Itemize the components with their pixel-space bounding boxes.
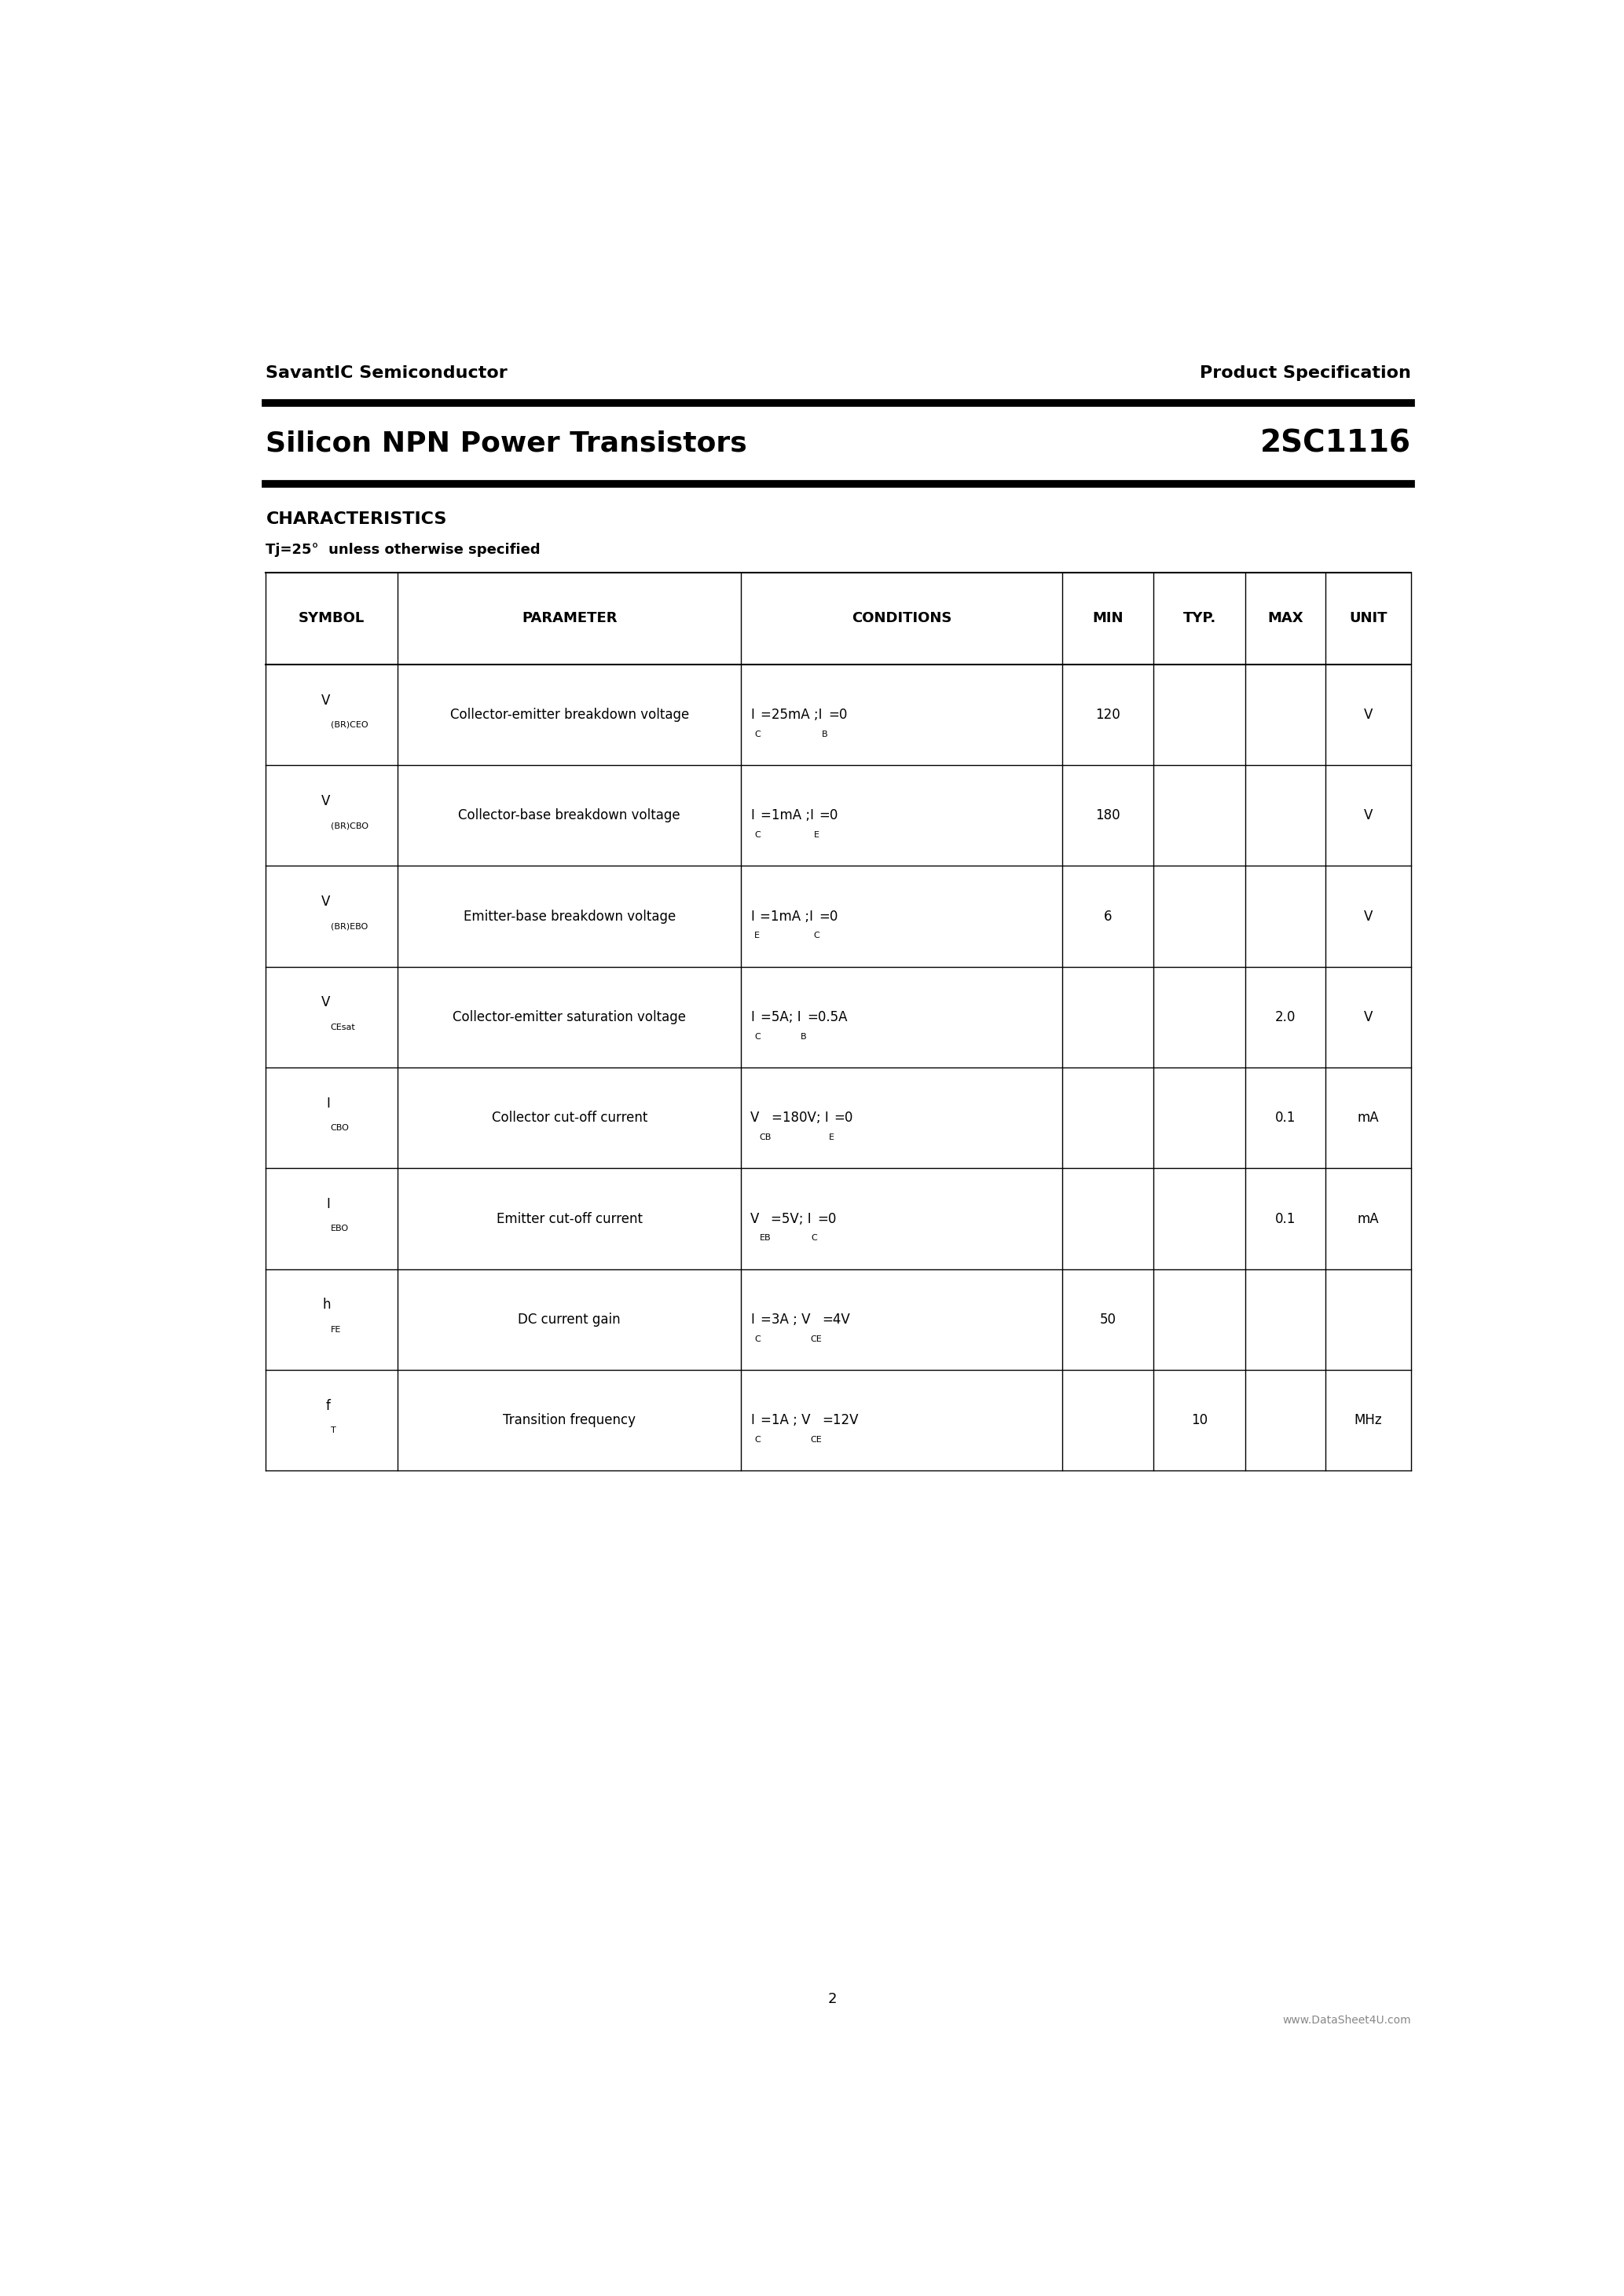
Text: C: C	[754, 730, 760, 739]
Text: 2.0: 2.0	[1275, 1010, 1296, 1024]
Text: UNIT: UNIT	[1350, 611, 1387, 625]
Text: 0.1: 0.1	[1275, 1111, 1296, 1125]
Text: 50: 50	[1099, 1313, 1116, 1327]
Text: I: I	[750, 1412, 754, 1428]
Text: mA: mA	[1358, 1212, 1379, 1226]
Text: I: I	[326, 1095, 331, 1111]
Text: =0: =0	[818, 909, 838, 923]
Text: =0.5A: =0.5A	[807, 1010, 848, 1024]
Text: 0.1: 0.1	[1275, 1212, 1296, 1226]
Text: Transition frequency: Transition frequency	[503, 1412, 637, 1428]
Text: f: f	[326, 1398, 331, 1412]
Text: Emitter-base breakdown voltage: Emitter-base breakdown voltage	[463, 909, 676, 923]
Text: =4V: =4V	[822, 1313, 849, 1327]
Text: (BR)CEO: (BR)CEO	[331, 721, 369, 728]
Text: =25mA ;I: =25mA ;I	[760, 707, 822, 721]
Text: EB: EB	[760, 1235, 771, 1242]
Text: CHARACTERISTICS: CHARACTERISTICS	[266, 512, 447, 528]
Text: MIN: MIN	[1093, 611, 1124, 625]
Text: CBO: CBO	[331, 1125, 349, 1132]
Text: 120: 120	[1095, 707, 1121, 721]
Text: =0: =0	[818, 808, 838, 822]
Text: SavantIC Semiconductor: SavantIC Semiconductor	[266, 365, 508, 381]
Text: V: V	[1364, 707, 1372, 721]
Text: V: V	[750, 1212, 760, 1226]
Text: V: V	[322, 693, 331, 707]
Text: CONDITIONS: CONDITIONS	[851, 611, 952, 625]
Text: I: I	[750, 909, 754, 923]
Text: C: C	[814, 932, 818, 939]
Text: Collector cut-off current: Collector cut-off current	[492, 1111, 648, 1125]
Text: =5A; I: =5A; I	[760, 1010, 801, 1024]
Text: (BR)CBO: (BR)CBO	[331, 822, 369, 829]
Text: TYP.: TYP.	[1182, 611, 1216, 625]
Text: B: B	[822, 730, 828, 739]
Text: =1A ; V: =1A ; V	[760, 1412, 810, 1428]
Text: C: C	[754, 1435, 760, 1444]
Text: =0: =0	[828, 707, 848, 721]
Text: h: h	[322, 1297, 331, 1311]
Text: C: C	[812, 1235, 817, 1242]
Text: CB: CB	[760, 1134, 771, 1141]
Text: E: E	[828, 1134, 835, 1141]
Text: I: I	[750, 1010, 754, 1024]
Text: =1mA ;I: =1mA ;I	[760, 808, 814, 822]
Text: CE: CE	[810, 1435, 822, 1444]
Text: (BR)EBO: (BR)EBO	[331, 923, 367, 930]
Text: =180V; I: =180V; I	[771, 1111, 828, 1125]
Text: =1mA ;I: =1mA ;I	[760, 909, 814, 923]
Text: V: V	[750, 1111, 760, 1125]
Text: =0: =0	[835, 1111, 853, 1125]
Text: V: V	[322, 794, 331, 808]
Text: 2: 2	[828, 1993, 836, 2007]
Text: SYMBOL: SYMBOL	[299, 611, 365, 625]
Text: I: I	[750, 1313, 754, 1327]
Text: C: C	[754, 1334, 760, 1343]
Text: Collector-emitter saturation voltage: Collector-emitter saturation voltage	[453, 1010, 685, 1024]
Text: 6: 6	[1104, 909, 1112, 923]
Text: V: V	[1364, 1010, 1372, 1024]
Text: E: E	[754, 932, 760, 939]
Text: I: I	[326, 1196, 331, 1212]
Text: C: C	[754, 1033, 760, 1040]
Text: CE: CE	[810, 1334, 822, 1343]
Text: MHz: MHz	[1354, 1412, 1382, 1428]
Text: Collector-emitter breakdown voltage: Collector-emitter breakdown voltage	[450, 707, 689, 721]
Text: PARAMETER: PARAMETER	[521, 611, 617, 625]
Text: =0: =0	[817, 1212, 836, 1226]
Text: FE: FE	[331, 1325, 341, 1334]
Text: Product Specification: Product Specification	[1200, 365, 1411, 381]
Text: 180: 180	[1095, 808, 1121, 822]
Text: 10: 10	[1190, 1412, 1208, 1428]
Text: DC current gain: DC current gain	[518, 1313, 620, 1327]
Text: 2SC1116: 2SC1116	[1260, 429, 1411, 459]
Text: Emitter cut-off current: Emitter cut-off current	[497, 1212, 643, 1226]
Text: www.DataSheet4U.com: www.DataSheet4U.com	[1283, 2016, 1411, 2025]
Text: E: E	[814, 831, 818, 838]
Text: V: V	[1364, 808, 1372, 822]
Text: I: I	[750, 707, 754, 721]
Text: V: V	[322, 996, 331, 1010]
Text: C: C	[754, 831, 760, 838]
Text: MAX: MAX	[1267, 611, 1302, 625]
Text: mA: mA	[1358, 1111, 1379, 1125]
Text: T: T	[331, 1426, 336, 1435]
Text: Tj=25°  unless otherwise specified: Tj=25° unless otherwise specified	[266, 542, 541, 556]
Text: CEsat: CEsat	[331, 1024, 356, 1031]
Text: Collector-base breakdown voltage: Collector-base breakdown voltage	[458, 808, 680, 822]
Text: I: I	[750, 808, 754, 822]
Text: Silicon NPN Power Transistors: Silicon NPN Power Transistors	[266, 429, 747, 457]
Text: B: B	[801, 1033, 807, 1040]
Text: EBO: EBO	[331, 1224, 349, 1233]
Text: =3A ; V: =3A ; V	[760, 1313, 810, 1327]
Text: V: V	[1364, 909, 1372, 923]
Text: =12V: =12V	[822, 1412, 859, 1428]
Text: =5V; I: =5V; I	[771, 1212, 812, 1226]
Text: V: V	[322, 895, 331, 909]
